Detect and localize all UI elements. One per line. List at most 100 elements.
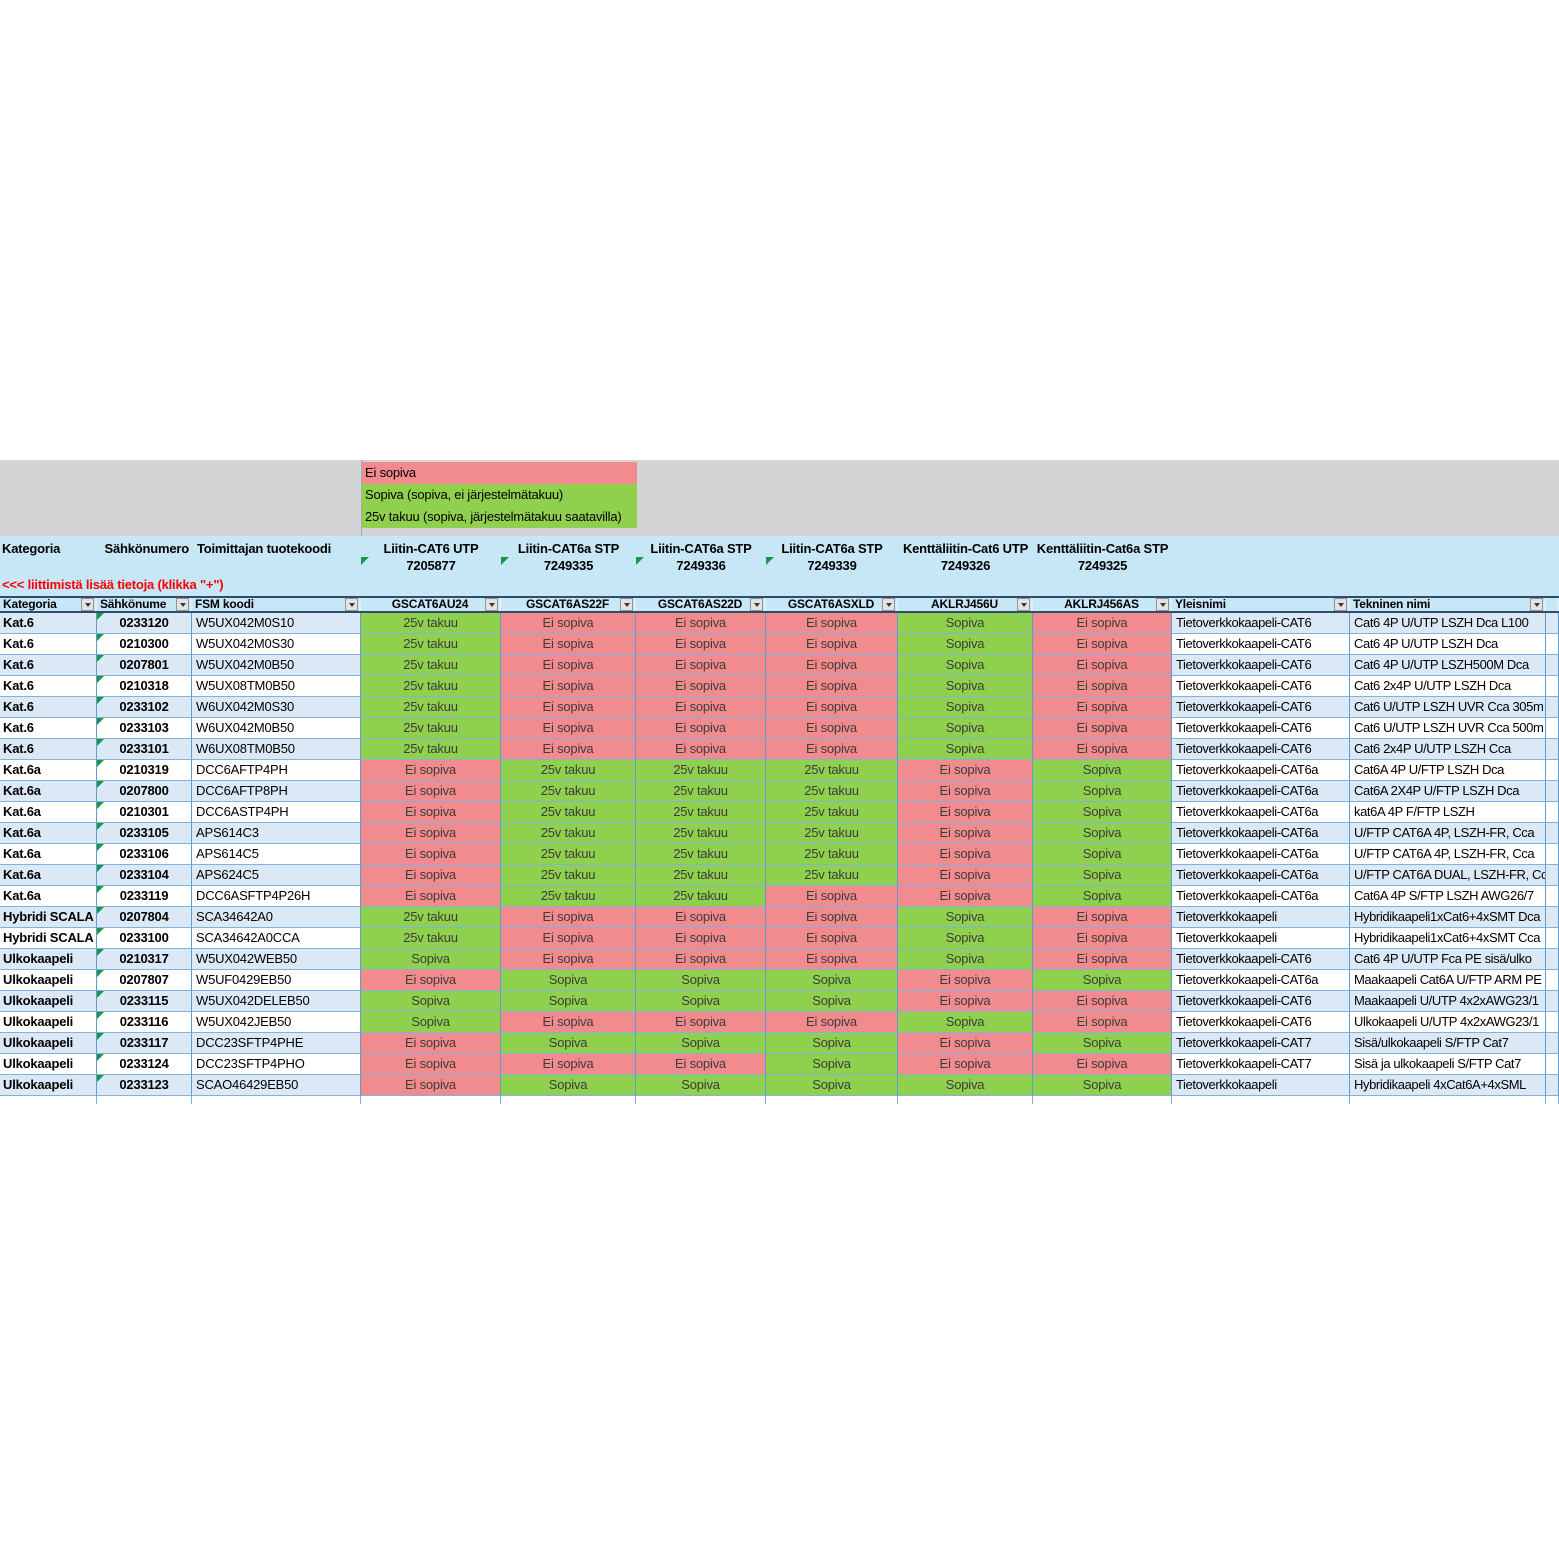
cell-status-6[interactable]: Ei sopiva <box>1033 907 1172 928</box>
col-header-kenttaliitin-cat6a-stp-7249325[interactable]: Kenttäliitin-Cat6a STP 7249325 <box>1033 536 1172 576</box>
cell-status-4[interactable]: 25v takuu <box>766 802 898 823</box>
cell-sahkonumero[interactable]: 0210318 <box>97 676 192 697</box>
filter-dropdown-button[interactable] <box>345 598 358 611</box>
cell-yleisnimi[interactable]: Tietoverkkokaapeli <box>1172 907 1350 928</box>
cell-status-3[interactable]: Ei sopiva <box>636 676 766 697</box>
cell-status-2[interactable]: Ei sopiva <box>501 613 636 634</box>
cell-status-2[interactable]: Ei sopiva <box>501 739 636 760</box>
col-header-liitin-cat6-utp-7205877[interactable]: Liitin-CAT6 UTP 7205877 <box>361 536 501 576</box>
cell-next-column-sliver[interactable] <box>1546 970 1559 991</box>
cell-tekninen-nimi[interactable]: Hybridikaapeli1xCat6+4xSMT Dca <box>1350 907 1546 928</box>
filter-cell-gscat6asxld[interactable]: GSCAT6ASXLD <box>766 598 898 611</box>
cell-status-2[interactable]: Sopiva <box>501 970 636 991</box>
cell-status-5[interactable]: Ei sopiva <box>898 865 1033 886</box>
cell-next-column-sliver[interactable] <box>1546 1033 1559 1054</box>
cell-yleisnimi[interactable]: Tietoverkkokaapeli-CAT7 <box>1172 1033 1350 1054</box>
cell-yleisnimi[interactable]: Tietoverkkokaapeli <box>1172 928 1350 949</box>
legend-item-25v-warranty[interactable]: 25v takuu (sopiva, järjestelmätakuu saat… <box>362 506 637 528</box>
cell-status-1[interactable]: Ei sopiva <box>361 886 501 907</box>
cell-status-3[interactable]: Ei sopiva <box>636 949 766 970</box>
cell-status-4[interactable]: Ei sopiva <box>766 907 898 928</box>
legend-item-suitable[interactable]: Sopiva (sopiva, ei järjestelmätakuu) <box>362 484 637 506</box>
cell-kategoria[interactable]: Ulkokaapeli <box>0 970 97 991</box>
cell-sahkonumero[interactable]: 0233119 <box>97 886 192 907</box>
cell-status-4[interactable]: Ei sopiva <box>766 676 898 697</box>
cell-status-3[interactable]: Ei sopiva <box>636 655 766 676</box>
cell-tekninen-nimi[interactable]: U/FTP CAT6A 4P, LSZH-FR, Cca <box>1350 844 1546 865</box>
cell-status-5[interactable]: Sopiva <box>898 613 1033 634</box>
cell-kategoria[interactable]: Kat.6a <box>0 802 97 823</box>
cell-status-3[interactable]: Sopiva <box>636 1075 766 1096</box>
cell-status-1[interactable]: Ei sopiva <box>361 1075 501 1096</box>
cell-kategoria[interactable]: Kat.6 <box>0 739 97 760</box>
cell-yleisnimi[interactable]: Tietoverkkokaapeli-CAT6 <box>1172 739 1350 760</box>
cell-sahkonumero[interactable]: 0233115 <box>97 991 192 1012</box>
col-header-liitin-cat6a-stp-7249335[interactable]: Liitin-CAT6a STP 7249335 <box>501 536 636 576</box>
cell-kategoria[interactable]: Ulkokaapeli <box>0 1012 97 1033</box>
cell-status-1[interactable]: Ei sopiva <box>361 844 501 865</box>
cell-next-column-sliver[interactable] <box>1546 739 1559 760</box>
filter-dropdown-button[interactable] <box>1530 598 1543 611</box>
cell-yleisnimi[interactable]: Tietoverkkokaapeli-CAT6 <box>1172 949 1350 970</box>
filter-dropdown-button[interactable] <box>485 598 498 611</box>
cell-fsm-koodi[interactable]: W6UX042M0S30 <box>192 697 361 718</box>
cell-sahkonumero[interactable]: 0233117 <box>97 1033 192 1054</box>
cell-kategoria[interactable]: Kat.6 <box>0 718 97 739</box>
cell-status-2[interactable]: Ei sopiva <box>501 634 636 655</box>
cell-status-5[interactable]: Ei sopiva <box>898 844 1033 865</box>
cell-tekninen-nimi[interactable]: Cat6A 4P S/FTP LSZH AWG26/7 <box>1350 886 1546 907</box>
cell-tekninen-nimi[interactable]: Cat6 4P U/UTP LSZH Dca L100 <box>1350 613 1546 634</box>
cell-tekninen-nimi[interactable]: Maakaapeli U/UTP 4x2xAWG23/1 <box>1350 991 1546 1012</box>
cell-status-5[interactable]: Sopiva <box>898 928 1033 949</box>
cell-status-5[interactable]: Sopiva <box>898 697 1033 718</box>
cell-fsm-koodi[interactable]: W5UF0429EB50 <box>192 970 361 991</box>
cell-status-5[interactable]: Ei sopiva <box>898 802 1033 823</box>
cell-next-column-sliver[interactable] <box>1546 844 1559 865</box>
cell-fsm-koodi[interactable]: DCC23SFTP4PHO <box>192 1054 361 1075</box>
cell-status-1[interactable]: Sopiva <box>361 949 501 970</box>
filter-cell-gscat6au24[interactable]: GSCAT6AU24 <box>361 598 501 611</box>
cell-status-3[interactable]: Ei sopiva <box>636 907 766 928</box>
cell-status-1[interactable]: 25v takuu <box>361 634 501 655</box>
cell-sahkonumero[interactable]: 0233101 <box>97 739 192 760</box>
cell-kategoria[interactable]: Kat.6a <box>0 823 97 844</box>
cell-yleisnimi[interactable]: Tietoverkkokaapeli-CAT6a <box>1172 760 1350 781</box>
cell-fsm-koodi[interactable]: DCC6AFTP4PH <box>192 760 361 781</box>
cell-status-4[interactable]: 25v takuu <box>766 760 898 781</box>
cell-status-1[interactable]: Ei sopiva <box>361 802 501 823</box>
cell-next-column-sliver[interactable] <box>1546 760 1559 781</box>
cell-status-4[interactable]: 25v takuu <box>766 844 898 865</box>
cell-status-2[interactable]: Ei sopiva <box>501 1054 636 1075</box>
cell-sahkonumero[interactable]: 0233103 <box>97 718 192 739</box>
cell-next-column-sliver[interactable] <box>1546 865 1559 886</box>
cell-status-1[interactable]: Sopiva <box>361 1012 501 1033</box>
cell-yleisnimi[interactable]: Tietoverkkokaapeli-CAT6 <box>1172 1012 1350 1033</box>
cell-status-5[interactable]: Sopiva <box>898 676 1033 697</box>
cell-fsm-koodi[interactable]: DCC6AFTP8PH <box>192 781 361 802</box>
cell-status-6[interactable]: Sopiva <box>1033 886 1172 907</box>
cell-status-3[interactable]: Ei sopiva <box>636 1054 766 1075</box>
cell-status-3[interactable]: Ei sopiva <box>636 613 766 634</box>
cell-status-4[interactable]: Sopiva <box>766 1075 898 1096</box>
cell-status-5[interactable]: Sopiva <box>898 655 1033 676</box>
cell-status-6[interactable]: Ei sopiva <box>1033 718 1172 739</box>
cell-status-5[interactable]: Ei sopiva <box>898 1033 1033 1054</box>
cell-status-1[interactable]: Sopiva <box>361 991 501 1012</box>
cell-fsm-koodi[interactable]: W5UX042JEB50 <box>192 1012 361 1033</box>
filter-cell-sahkonumero[interactable]: Sähkönume <box>97 598 192 611</box>
cell-status-3[interactable]: Ei sopiva <box>636 697 766 718</box>
cell-status-6[interactable]: Ei sopiva <box>1033 1012 1172 1033</box>
cell-tekninen-nimi[interactable]: Cat6 4P U/UTP LSZH Dca <box>1350 634 1546 655</box>
cell-status-2[interactable]: Ei sopiva <box>501 907 636 928</box>
cell-status-3[interactable]: 25v takuu <box>636 802 766 823</box>
cell-status-6[interactable]: Ei sopiva <box>1033 634 1172 655</box>
cell-next-column-sliver[interactable] <box>1546 1012 1559 1033</box>
cell-status-1[interactable]: 25v takuu <box>361 613 501 634</box>
cell-status-3[interactable]: 25v takuu <box>636 844 766 865</box>
filter-cell-aklrj456as[interactable]: AKLRJ456AS <box>1033 598 1172 611</box>
cell-fsm-koodi[interactable]: SCA34642A0CCA <box>192 928 361 949</box>
cell-status-4[interactable]: Ei sopiva <box>766 655 898 676</box>
cell-status-5[interactable]: Sopiva <box>898 949 1033 970</box>
cell-sahkonumero[interactable]: 0233105 <box>97 823 192 844</box>
cell-status-6[interactable]: Ei sopiva <box>1033 991 1172 1012</box>
